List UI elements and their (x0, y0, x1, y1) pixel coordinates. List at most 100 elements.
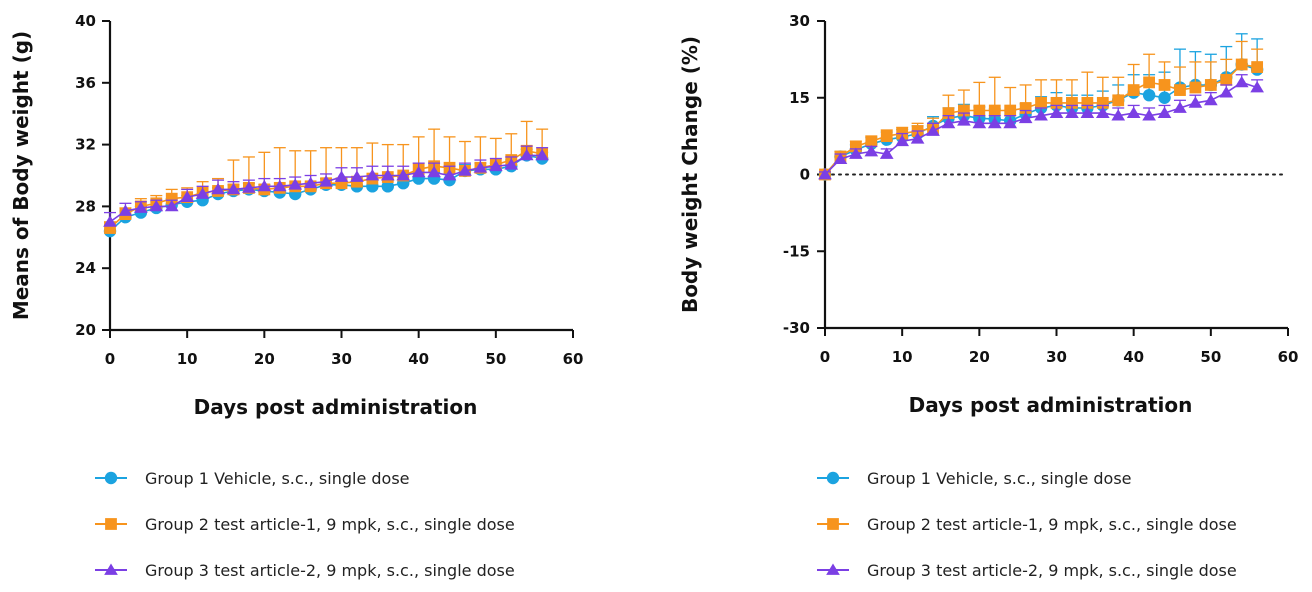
data-point (335, 177, 348, 190)
y-tick-label: 0 (800, 166, 810, 184)
data-point (134, 201, 148, 213)
data-point (879, 147, 894, 159)
data-point (1049, 106, 1064, 118)
data-point (1173, 101, 1187, 113)
series-3 (818, 74, 1264, 180)
data-point (988, 104, 1001, 117)
data-point (303, 176, 318, 189)
x-tick-label: 30 (331, 350, 352, 368)
x-tick-label: 60 (563, 350, 584, 368)
data-point (1095, 106, 1110, 118)
data-point (535, 148, 549, 161)
data-point (1189, 81, 1202, 94)
y-tick-label: 30 (789, 12, 810, 30)
data-point (1142, 88, 1156, 102)
data-point (519, 148, 534, 161)
data-point (972, 116, 987, 129)
data-point (257, 179, 272, 192)
data-point (272, 179, 287, 192)
body-weight-change-chart: -30 -15 0 15 30 0 10 20 30 40 50 60 Days post admini… (678, 12, 1298, 580)
data-point (334, 170, 349, 182)
data-point (1203, 93, 1218, 106)
data-point (941, 116, 956, 129)
series-3 (103, 145, 549, 227)
data-point (288, 178, 303, 190)
data-point (195, 187, 210, 199)
data-point (458, 164, 472, 176)
x-axis-label: Days post administration (909, 393, 1193, 417)
x-tick-label: 50 (485, 350, 506, 368)
data-point (1174, 84, 1186, 96)
x-tick-label: 20 (254, 350, 275, 368)
data-point (1158, 91, 1171, 104)
data-point (1018, 111, 1033, 124)
legend-marker (826, 471, 840, 485)
legend-marker (104, 563, 118, 575)
x-tick-label: 0 (105, 350, 115, 368)
data-point (149, 199, 164, 212)
legend-marker (826, 563, 840, 575)
legend-label: Group 3 test article-2, 9 mpk, s.c., sin… (867, 561, 1237, 580)
data-point (865, 135, 878, 148)
legend-entry-2: Group 2 test article-1, 9 mpk, s.c., sin… (95, 515, 515, 534)
data-point (973, 104, 986, 117)
y-tick-label: 32 (75, 136, 96, 154)
data-point (1142, 109, 1156, 121)
data-point (473, 161, 488, 173)
data-point (895, 134, 910, 147)
data-point (987, 116, 1002, 129)
x-tick-label: 50 (1200, 348, 1221, 366)
data-point (942, 107, 955, 119)
legend-entry-3: Group 3 test article-2, 9 mpk, s.c., sin… (817, 561, 1237, 580)
y-axis-label: Body weight Change (%) (678, 36, 702, 313)
data-point (833, 152, 848, 165)
data-point (1235, 58, 1248, 71)
data-point (319, 175, 333, 187)
data-point (118, 204, 133, 216)
series-2 (819, 40, 1264, 181)
y-tick-label: -15 (783, 242, 810, 260)
data-point (1065, 106, 1079, 118)
data-point (818, 167, 832, 180)
x-tick-label: 10 (177, 350, 198, 368)
y-tick-label: 20 (75, 321, 96, 339)
legend-marker (104, 471, 118, 485)
data-point (242, 181, 256, 193)
data-point (1204, 79, 1217, 91)
data-point (1220, 73, 1233, 86)
legend-marker (827, 518, 839, 530)
data-point (849, 147, 863, 159)
data-point (864, 144, 879, 157)
x-tick-label: 0 (820, 348, 830, 366)
data-point (226, 182, 241, 195)
data-point (504, 158, 519, 170)
data-point (381, 180, 394, 193)
legend: Group 1 Vehicle, s.c., single dose Group … (817, 469, 1237, 580)
legend-label: Group 3 test article-2, 9 mpk, s.c., sin… (145, 561, 515, 580)
legend-entry-3: Group 3 test article-2, 9 mpk, s.c., sin… (95, 561, 515, 580)
x-tick-label: 10 (892, 348, 913, 366)
y-tick-label: -30 (783, 319, 810, 337)
data-point (164, 199, 179, 212)
data-point (1112, 94, 1125, 107)
data-point (1080, 106, 1095, 118)
y-tick-label: 36 (75, 74, 96, 92)
data-point (1035, 96, 1047, 109)
legend-label: Group 1 Vehicle, s.c., single dose (145, 469, 410, 488)
y-axis-label: Means of Body weight (g) (9, 31, 33, 320)
x-tick-label: 40 (408, 350, 429, 368)
y-tick-label: 28 (75, 197, 96, 215)
legend-label: Group 2 test article-1, 9 mpk, s.c., sin… (867, 515, 1237, 534)
data-point (180, 190, 195, 203)
legend-entry-2: Group 2 test article-1, 9 mpk, s.c., sin… (817, 515, 1237, 534)
data-point (1081, 96, 1094, 109)
data-point (1127, 84, 1140, 96)
x-axis-label: Days post administration (194, 395, 478, 419)
data-point (442, 168, 457, 181)
data-point (104, 222, 116, 234)
data-point (1034, 109, 1048, 121)
data-point (926, 124, 940, 136)
data-point (1157, 106, 1172, 118)
legend-entry-1: Group 1 Vehicle, s.c., single dose (95, 469, 410, 488)
